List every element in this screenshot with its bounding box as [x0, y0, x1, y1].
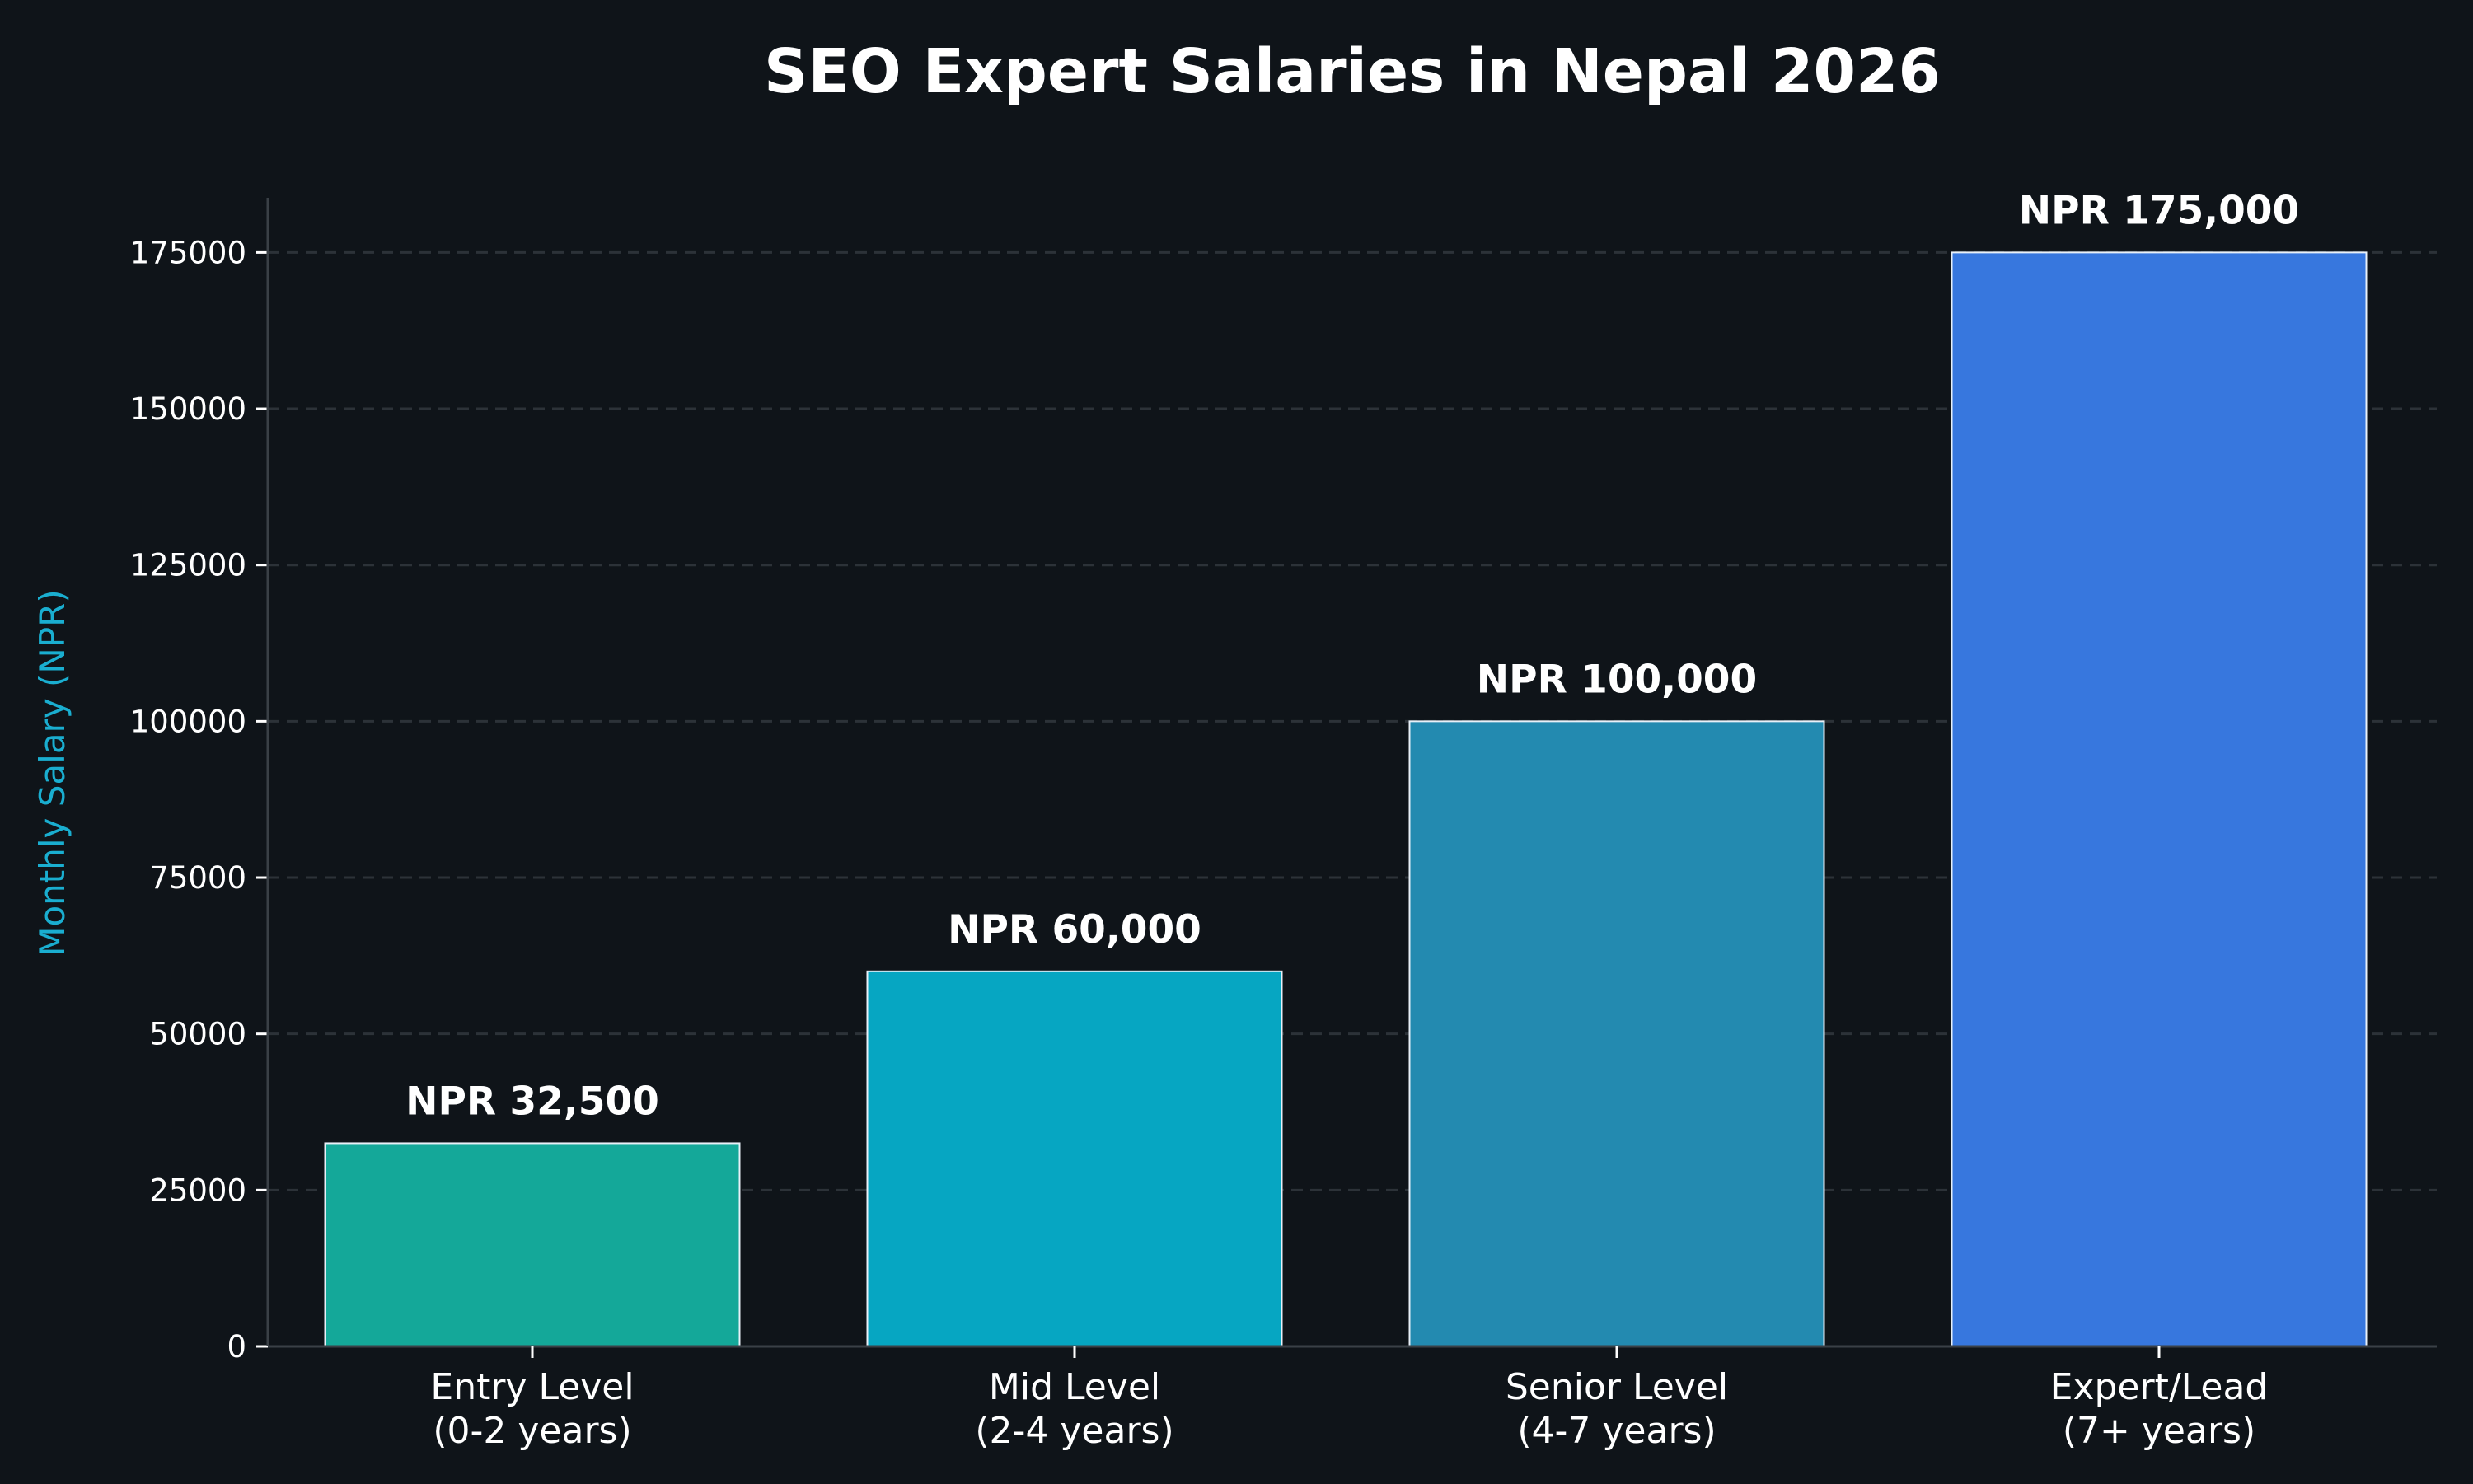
- bar-value-label: NPR 175,000: [2019, 188, 2299, 233]
- x-tick-label: Expert/Lead: [2050, 1366, 2269, 1408]
- x-tick-label: Senior Level: [1506, 1366, 1728, 1408]
- x-tick-label: (0-2 years): [433, 1410, 631, 1452]
- chart-title: SEO Expert Salaries in Nepal 2026: [764, 36, 1941, 107]
- bar: [866, 970, 1283, 1347]
- y-tick-label: 0: [227, 1329, 246, 1365]
- bar-value-label: NPR 100,000: [1477, 657, 1757, 702]
- x-tick-label: Mid Level: [989, 1366, 1160, 1408]
- x-tick-label: (4-7 years): [1517, 1410, 1716, 1452]
- bar: [1951, 251, 2368, 1347]
- x-tick-label: Entry Level: [430, 1366, 634, 1408]
- y-tick-label: 25000: [149, 1173, 246, 1208]
- y-tick-label: 175000: [130, 235, 246, 270]
- bar: [324, 1142, 741, 1347]
- x-tick-label: (7+ years): [2063, 1410, 2255, 1452]
- y-tick-label: 125000: [130, 548, 246, 583]
- x-tick-label: (2-4 years): [975, 1410, 1173, 1452]
- y-tick-label: 50000: [149, 1017, 246, 1052]
- bar-value-label: NPR 32,500: [405, 1079, 659, 1124]
- bar-value-label: NPR 60,000: [948, 907, 1201, 953]
- bar: [1408, 720, 1825, 1347]
- y-tick-label: 100000: [130, 704, 246, 739]
- y-tick-label: 75000: [149, 860, 246, 896]
- y-tick-label: 150000: [130, 391, 246, 427]
- y-axis-label: Monthly Salary (NPR): [32, 589, 73, 957]
